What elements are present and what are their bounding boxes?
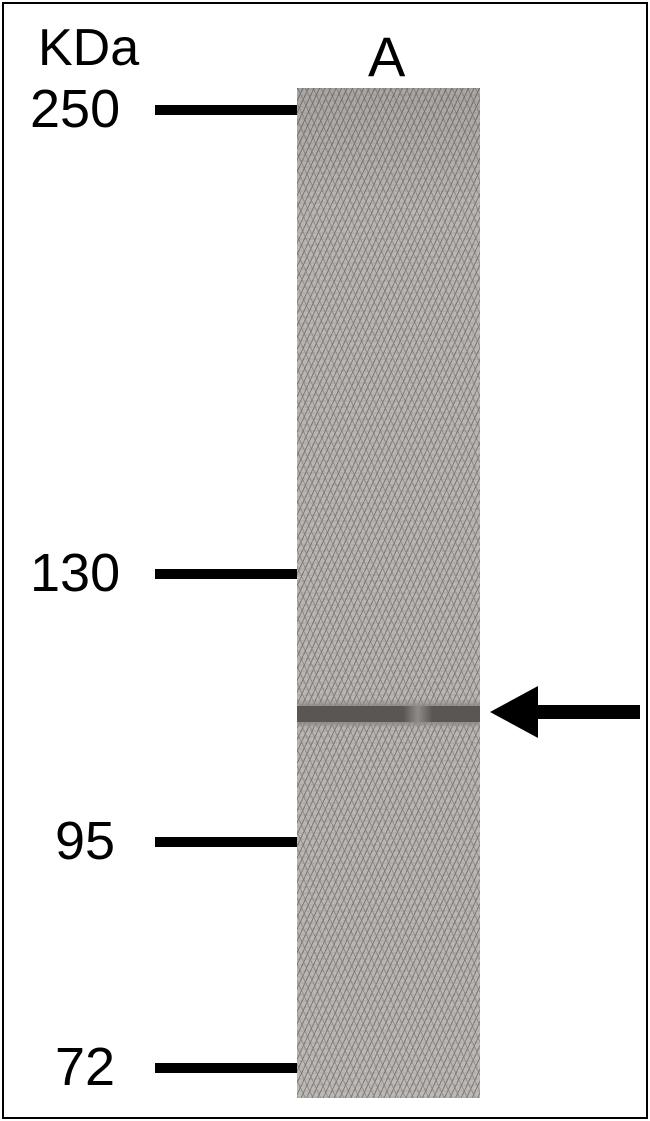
lane-texture — [297, 88, 480, 1098]
mw-tick-130 — [155, 569, 297, 579]
mw-tick-250 — [155, 105, 297, 115]
arrow-shaft — [538, 705, 640, 719]
unit-label: KDa — [38, 18, 139, 78]
mw-tick-95 — [155, 837, 297, 847]
mw-tick-72 — [155, 1063, 297, 1073]
mw-label-72: 72 — [55, 1036, 115, 1098]
blot-figure: KDa A 250 130 95 72 — [0, 0, 650, 1121]
arrow-head-icon — [490, 686, 538, 738]
band-arrow — [490, 686, 640, 738]
mw-label-130: 130 — [30, 542, 120, 604]
protein-band — [297, 706, 480, 722]
lane-a-label: A — [368, 24, 405, 89]
mw-label-250: 250 — [30, 78, 120, 140]
mw-label-95: 95 — [55, 810, 115, 872]
blot-lane — [297, 88, 480, 1098]
